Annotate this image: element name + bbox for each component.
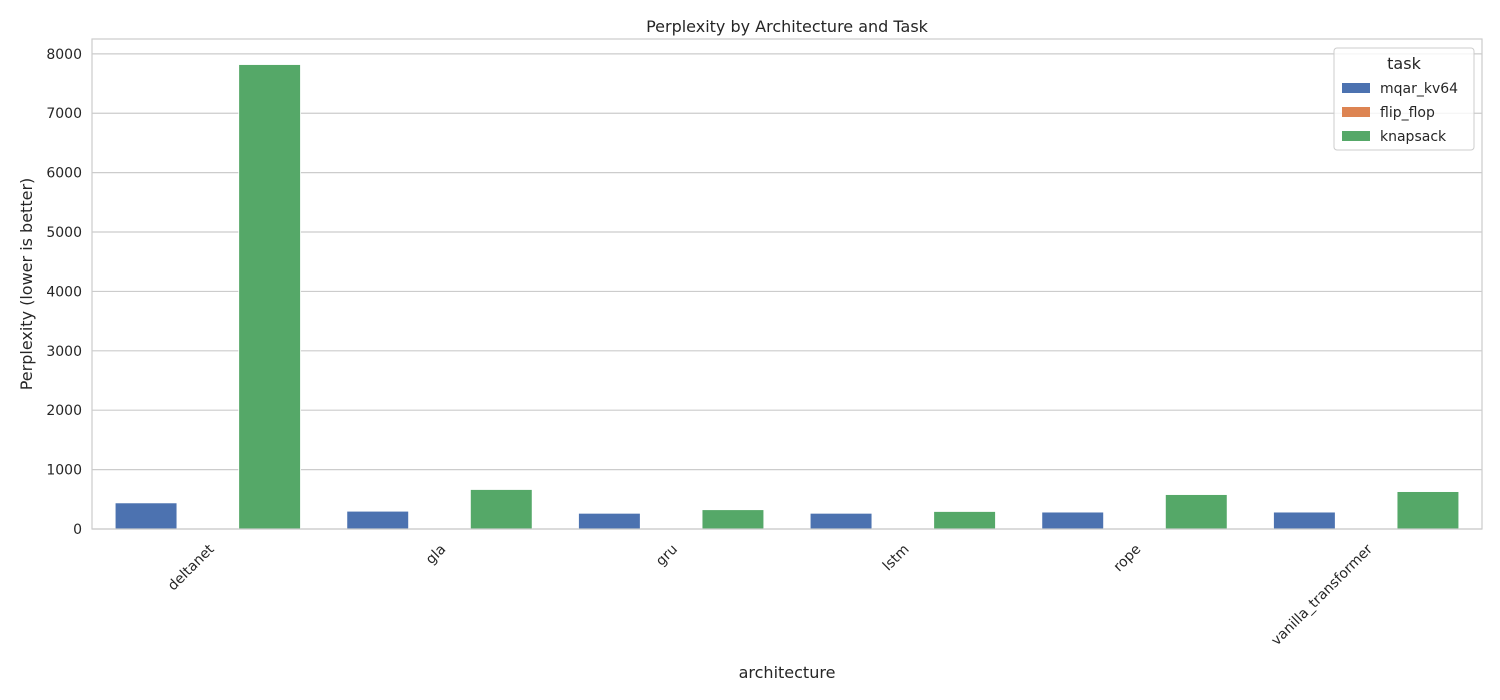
y-tick-labels: 0 1000 2000 3000 4000 5000 6000 7000 8000 — [46, 47, 82, 538]
x-tick-label: rope — [1111, 541, 1145, 575]
legend: task mqar_kv64 flip_flop knapsack — [1333, 47, 1475, 151]
bar-knapsack-gru — [701, 509, 765, 530]
y-tick-label: 2000 — [46, 403, 82, 419]
y-tick-label: 4000 — [46, 284, 82, 300]
bar-mqar_kv64-rope — [1041, 511, 1105, 530]
y-tick-label: 3000 — [46, 344, 82, 360]
chart-title: Perplexity by Architecture and Task — [646, 17, 929, 36]
x-tick-label: deltanet — [165, 541, 218, 594]
x-tick-label: vanilla_transformer — [1268, 541, 1376, 649]
bar-knapsack-vanilla_transformer — [1396, 491, 1460, 530]
bar-mqar_kv64-gla — [346, 510, 410, 530]
x-tick-label: lstm — [880, 541, 913, 574]
bar-knapsack-rope — [1164, 494, 1228, 530]
bar-knapsack-lstm — [933, 511, 996, 530]
legend-label-mqar_kv64: mqar_kv64 — [1380, 81, 1458, 97]
plot-frame — [91, 38, 1483, 530]
legend-label-knapsack: knapsack — [1380, 129, 1447, 145]
y-tick-label: 8000 — [46, 47, 82, 63]
bar-mqar_kv64-lstm — [809, 512, 873, 530]
legend-swatch-flip_flop — [1342, 107, 1370, 117]
legend-swatch-knapsack — [1342, 131, 1370, 141]
x-axis-title: architecture — [739, 663, 836, 682]
legend-swatch-mqar_kv64 — [1342, 83, 1370, 93]
legend-title: task — [1387, 54, 1421, 73]
x-tick-labels: deltanet gla gru lstm rope vanilla_transforme… — [165, 541, 1376, 649]
gridlines — [92, 53, 1482, 530]
bar-mqar_kv64-vanilla_transformer — [1273, 511, 1336, 530]
bar-mqar_kv64-gru — [578, 512, 641, 530]
legend-box — [1333, 47, 1475, 151]
legend-items: mqar_kv64 flip_flop knapsack — [1342, 81, 1458, 145]
y-tick-label: 7000 — [46, 106, 82, 122]
y-axis-title: Perplexity (lower is better) — [17, 178, 36, 391]
x-tick-label: gru — [653, 541, 681, 569]
bar-knapsack-deltanet — [238, 64, 301, 530]
y-tick-label: 1000 — [46, 463, 82, 479]
bars — [114, 64, 1460, 530]
bar-mqar_kv64-deltanet — [114, 502, 178, 530]
bar-knapsack-gla — [469, 489, 533, 530]
x-tick-label: gla — [423, 541, 449, 567]
legend-label-flip_flop: flip_flop — [1380, 105, 1435, 121]
y-tick-label: 5000 — [46, 225, 82, 241]
y-tick-label: 0 — [73, 522, 82, 538]
y-tick-label: 6000 — [46, 166, 82, 182]
